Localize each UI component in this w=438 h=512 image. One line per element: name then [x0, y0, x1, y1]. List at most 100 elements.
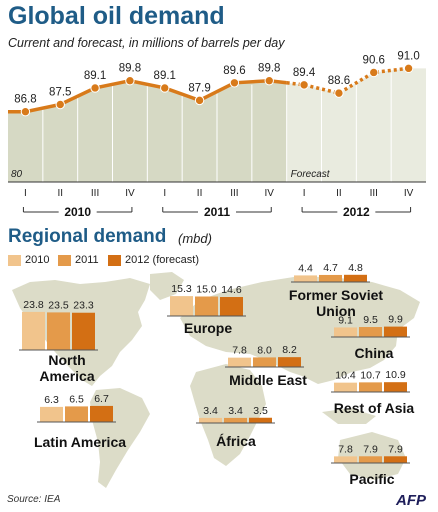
afp-logo: AFP	[396, 492, 426, 509]
region-label-north-america: North	[48, 352, 85, 368]
bar-middle-east	[228, 357, 251, 367]
data-label: 89.1	[84, 70, 106, 82]
bar-china	[359, 327, 382, 337]
region-label--frica: África	[216, 433, 256, 449]
x-tick-label: III	[230, 188, 238, 199]
x-tick-label: IV	[125, 188, 135, 199]
data-point	[299, 80, 309, 90]
legend-label-2012: 2012 (forecast)	[125, 254, 199, 266]
data-point	[194, 95, 205, 106]
bar-label-china: 9.9	[388, 314, 403, 326]
bar-label-former-soviet-union: 4.8	[348, 262, 363, 274]
bar-label-former-soviet-union: 4.7	[323, 262, 338, 274]
bar-label-middle-east: 8.2	[282, 344, 297, 356]
data-point	[125, 76, 135, 86]
region-label-pacific: Pacific	[349, 471, 394, 487]
data-point	[55, 99, 65, 110]
data-label: 90.6	[363, 54, 385, 66]
bar-middle-east	[278, 357, 301, 367]
data-point	[160, 83, 170, 93]
x-tick-label: I	[163, 188, 166, 199]
bar-label-europe: 15.0	[196, 284, 217, 296]
x-tick-label: IV	[265, 188, 275, 199]
bar-latin-america	[90, 405, 113, 422]
data-label: 89.6	[223, 65, 245, 77]
bar-label-middle-east: 7.8	[232, 345, 247, 357]
x-tick-label: IV	[404, 188, 414, 199]
data-point	[20, 107, 31, 117]
bar-label--frica: 3.5	[253, 405, 268, 417]
data-point	[403, 63, 414, 74]
legend-swatch-2011	[58, 254, 71, 266]
regional-title: Regional demand	[8, 226, 167, 247]
bar-europe	[170, 296, 193, 316]
year-label: 2010	[64, 205, 91, 219]
data-label: 89.8	[258, 63, 280, 75]
data-label: 86.8	[14, 94, 36, 106]
legend-swatch-2012	[108, 254, 121, 266]
data-point	[334, 88, 344, 98]
x-tick-label: II	[57, 188, 63, 199]
bar-label-middle-east: 8.0	[257, 344, 272, 356]
legend-label-2011: 2011	[75, 254, 99, 266]
data-point	[229, 78, 240, 88]
global-demand-chart: 86.8 87.5 89.1 89.8 89.1 87.9 89.6 89.8 89.4 88.6…	[8, 50, 426, 219]
legend-item-2011: 2011	[58, 253, 99, 267]
bar-europe	[195, 296, 218, 316]
bar-china	[334, 327, 357, 337]
source-note: Source: IEA	[7, 494, 61, 505]
data-label: 88.6	[328, 75, 350, 87]
bar-former-soviet-union	[319, 274, 342, 282]
bar-europe	[220, 297, 243, 316]
data-label: 89.1	[154, 70, 176, 82]
bar-label-europe: 15.3	[171, 283, 192, 295]
bar-label-north-america: 23.8	[23, 299, 44, 311]
indonesia-shape	[322, 408, 376, 424]
bar-label-former-soviet-union: 4.4	[298, 262, 313, 274]
data-point	[90, 83, 100, 93]
legend-swatch-2010	[8, 254, 21, 266]
bar-north-america	[47, 312, 70, 350]
data-label: 89.4	[293, 67, 316, 79]
bar-rest-of-asia	[334, 382, 357, 392]
bar-pacific	[359, 456, 382, 463]
greenland-shape	[150, 272, 184, 300]
africa-shape	[190, 364, 266, 466]
data-label: 89.8	[119, 63, 141, 75]
region-label-middle-east: Middle East	[229, 372, 307, 388]
region-label-former-soviet-union: Former Soviet	[289, 287, 383, 303]
bar-china	[384, 326, 407, 337]
region-label-rest-of-asia: Rest of Asia	[334, 400, 415, 416]
region-label-latin-america: Latin America	[34, 434, 126, 450]
data-label: 87.9	[188, 82, 210, 94]
bar-former-soviet-union	[294, 275, 317, 282]
bar-rest-of-asia	[359, 382, 382, 392]
bar-label-rest-of-asia: 10.7	[360, 369, 381, 381]
data-label: 87.5	[49, 87, 71, 99]
bar-latin-america	[65, 406, 88, 422]
bar-label-china: 9.1	[338, 314, 353, 326]
x-tick-label: III	[91, 188, 99, 199]
chart-subtitle: Current and forecast, in millions of bar…	[8, 36, 285, 50]
x-tick-label: III	[370, 188, 378, 199]
year-label: 2012	[343, 205, 370, 219]
bar-rest-of-asia	[384, 382, 407, 392]
bar-label-pacific: 7.9	[388, 443, 403, 455]
bar-label-pacific: 7.8	[338, 443, 353, 455]
region-label-former-soviet-union: Union	[316, 303, 356, 319]
x-tick-label: I	[24, 188, 27, 199]
bar-label-europe: 14.6	[221, 284, 242, 296]
chart-title: Global oil demand	[8, 2, 225, 30]
baseline-label: 80	[11, 169, 23, 180]
data-point	[369, 67, 379, 78]
bar-label-rest-of-asia: 10.9	[385, 369, 406, 381]
data-label: 91.0	[397, 50, 419, 62]
regional-unit: (mbd)	[178, 231, 212, 246]
bar-label-latin-america: 6.7	[94, 393, 109, 405]
region-label-north-america: America	[39, 368, 94, 384]
region-label-europe: Europe	[184, 320, 232, 336]
bar-north-america	[22, 311, 45, 350]
bar-pacific	[334, 456, 357, 463]
year-label: 2011	[204, 205, 230, 219]
